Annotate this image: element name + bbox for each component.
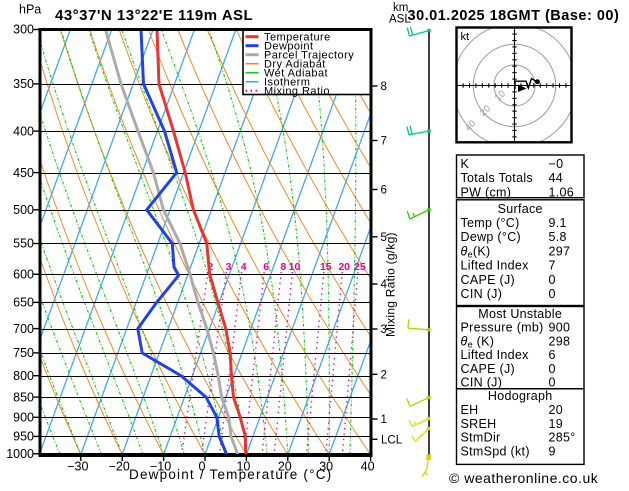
svg-text:Wet Adiabat: Wet Adiabat (264, 67, 328, 79)
svg-text:20: 20 (278, 460, 292, 474)
svg-text:4: 4 (381, 279, 388, 291)
svg-text:−0: −0 (549, 157, 564, 171)
svg-text:300: 300 (13, 23, 34, 37)
svg-text:hPa: hPa (19, 3, 41, 17)
svg-text:3: 3 (226, 261, 232, 273)
svg-text:19: 19 (549, 417, 564, 431)
svg-text:0: 0 (549, 362, 556, 376)
svg-text:SREH: SREH (461, 417, 497, 431)
svg-text:Lifted Index: Lifted Index (461, 348, 530, 362)
svg-text:ASL: ASL (389, 14, 411, 26)
svg-text:6: 6 (549, 348, 556, 362)
svg-text:1000: 1000 (6, 447, 34, 461)
svg-text:30.01.2025 18GMT (Base: 00): 30.01.2025 18GMT (Base: 00) (408, 8, 620, 24)
svg-text:10: 10 (289, 261, 301, 273)
svg-text:CIN (J): CIN (J) (461, 287, 503, 301)
svg-text:10: 10 (236, 460, 250, 474)
svg-text:© weatheronline.co.uk: © weatheronline.co.uk (449, 470, 599, 486)
svg-text:800: 800 (13, 369, 34, 383)
svg-text:1.06: 1.06 (549, 185, 575, 199)
svg-text:298: 298 (549, 334, 571, 348)
svg-text:20: 20 (549, 403, 564, 417)
svg-text:Pressure (mb): Pressure (mb) (461, 321, 544, 335)
svg-text:Temperature: Temperature (264, 31, 331, 43)
svg-text:6: 6 (263, 261, 269, 273)
svg-text:Dewpoint / Temperature (°C): Dewpoint / Temperature (°C) (129, 467, 332, 482)
svg-text:5: 5 (381, 232, 387, 244)
svg-text:650: 650 (13, 296, 34, 310)
svg-text:750: 750 (13, 346, 34, 360)
svg-text:Dewpoint: Dewpoint (264, 40, 313, 52)
svg-text:0: 0 (199, 460, 206, 474)
svg-text:450: 450 (13, 166, 34, 180)
svg-text:Totals Totals: Totals Totals (461, 171, 533, 185)
svg-text:K: K (461, 157, 470, 171)
svg-text:700: 700 (13, 322, 34, 336)
svg-text:PW (cm): PW (cm) (461, 185, 512, 199)
svg-text:Parcel Trajectory: Parcel Trajectory (264, 49, 354, 61)
svg-text:Hodograph: Hodograph (488, 389, 553, 403)
svg-text:600: 600 (13, 267, 34, 281)
svg-text:8: 8 (381, 81, 387, 93)
svg-text:CAPE (J): CAPE (J) (461, 273, 516, 287)
svg-text:550: 550 (13, 237, 34, 251)
svg-text:7: 7 (549, 259, 556, 273)
svg-text:Surface: Surface (498, 202, 543, 216)
svg-text:LCL: LCL (381, 434, 403, 446)
svg-text:Mixing Ratio (g/kg): Mixing Ratio (g/kg) (384, 232, 398, 337)
svg-text:400: 400 (13, 124, 34, 138)
svg-text:30: 30 (319, 460, 333, 474)
svg-text:Isotherm: Isotherm (264, 76, 310, 88)
svg-text:500: 500 (13, 203, 34, 217)
svg-text:6: 6 (381, 185, 387, 197)
svg-text:StmSpd (kt): StmSpd (kt) (461, 445, 530, 459)
svg-text:4: 4 (241, 261, 247, 273)
svg-text:350: 350 (13, 77, 34, 91)
svg-text:km: km (393, 2, 408, 14)
svg-text:7: 7 (381, 136, 387, 148)
svg-text:43°37'N 13°22'E 119m ASL: 43°37'N 13°22'E 119m ASL (55, 7, 253, 24)
svg-text:Dry Adiabat: Dry Adiabat (264, 58, 326, 70)
svg-text:θe (K): θe (K) (461, 334, 495, 349)
svg-text:−30: −30 (67, 460, 88, 474)
svg-text:950: 950 (13, 430, 34, 444)
svg-text:−10: −10 (150, 460, 171, 474)
svg-text:44: 44 (549, 171, 564, 185)
svg-text:CAPE (J): CAPE (J) (461, 362, 516, 376)
svg-text:Mixing Ratio: Mixing Ratio (264, 85, 330, 97)
svg-text:8: 8 (280, 261, 286, 273)
svg-text:5.8: 5.8 (549, 230, 567, 244)
svg-text:kt: kt (461, 31, 470, 43)
svg-text:285°: 285° (549, 431, 576, 445)
svg-text:0: 0 (549, 273, 556, 287)
svg-text:0: 0 (549, 287, 556, 301)
svg-text:850: 850 (13, 390, 34, 404)
svg-text:θe(K): θe(K) (461, 244, 491, 259)
svg-text:900: 900 (13, 411, 34, 425)
svg-text:EH: EH (461, 403, 479, 417)
svg-text:297: 297 (549, 244, 571, 258)
svg-text:25: 25 (354, 261, 366, 273)
svg-text:Temp (°C): Temp (°C) (461, 216, 520, 230)
svg-text:9.1: 9.1 (549, 216, 567, 230)
svg-text:Lifted Index: Lifted Index (461, 259, 530, 273)
svg-text:0: 0 (549, 376, 556, 390)
svg-text:3: 3 (381, 324, 387, 336)
svg-text:15: 15 (320, 261, 332, 273)
svg-text:Dewp (°C): Dewp (°C) (461, 230, 521, 244)
svg-text:40: 40 (361, 460, 375, 474)
svg-text:1: 1 (381, 414, 387, 426)
svg-text:900: 900 (549, 321, 571, 335)
svg-text:20: 20 (338, 261, 350, 273)
svg-text:Most Unstable: Most Unstable (478, 307, 562, 321)
svg-text:−20: −20 (109, 460, 130, 474)
svg-text:CIN (J): CIN (J) (461, 376, 503, 390)
svg-text:StmDir: StmDir (461, 431, 501, 445)
svg-text:9: 9 (549, 445, 556, 459)
svg-text:2: 2 (381, 369, 387, 381)
